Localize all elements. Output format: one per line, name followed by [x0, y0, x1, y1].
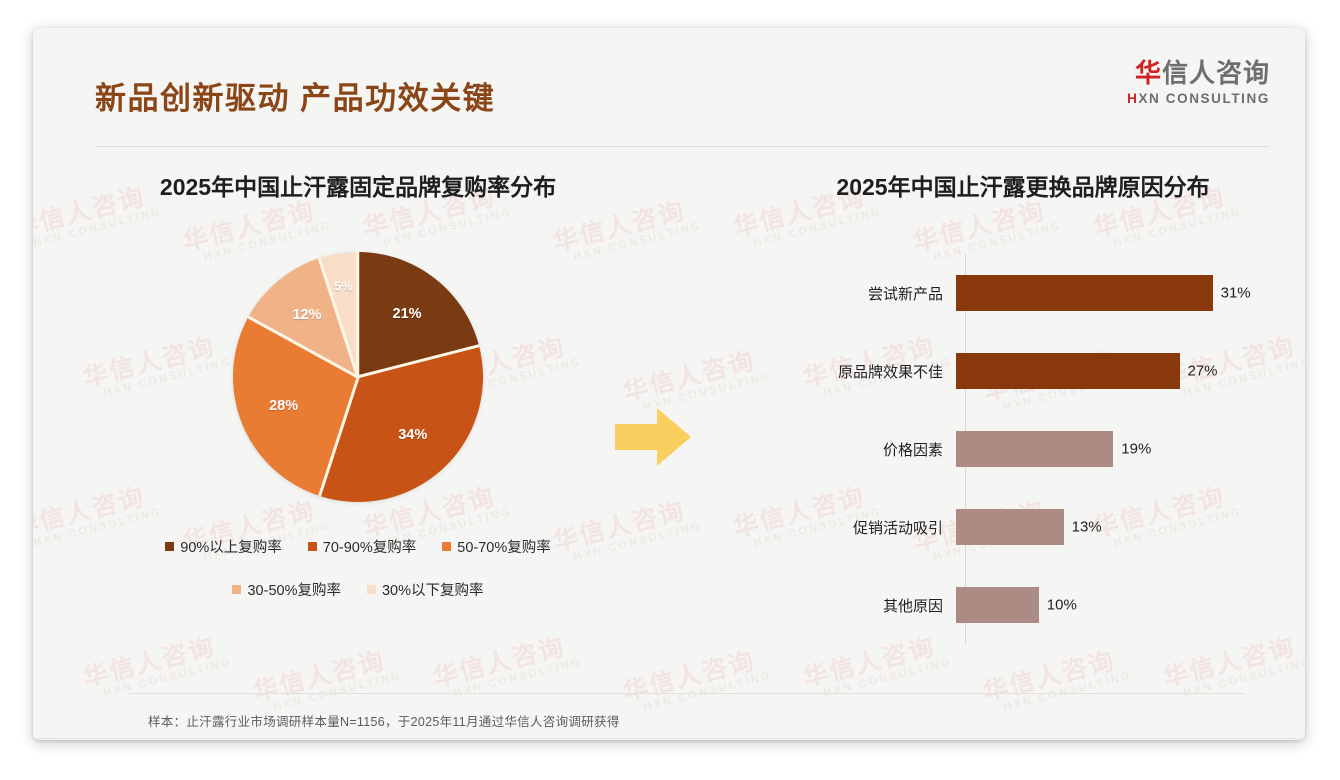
pie-chart-title: 2025年中国止汗露固定品牌复购率分布 — [159, 174, 557, 200]
title-divider — [95, 146, 1270, 147]
pie-slice-label: 28% — [269, 398, 299, 415]
pie-chart: 21% 34% 28% 12% 5% — [233, 252, 483, 502]
bar-track: 19% — [955, 431, 1273, 467]
bar-fill[interactable] — [956, 353, 1180, 389]
logo-english: HXN CONSULTING — [1127, 92, 1270, 106]
pie-legend-item[interactable]: 70-90%复购率 — [307, 536, 417, 557]
bar-category-label: 尝试新产品 — [867, 285, 943, 303]
legend-swatch-icon — [442, 542, 452, 551]
pie-legend-label: 50-70%复购率 — [457, 540, 551, 556]
bar-category-label: 促销活动吸引 — [852, 519, 943, 537]
bar-value-label: 19% — [1121, 440, 1152, 458]
legend-swatch-icon — [366, 585, 376, 594]
footer-divider — [33, 738, 1305, 739]
pie-chart-panel: 2025年中国止汗露固定品牌复购率分布 21% 34% 28% 12% 5% 90%以上… — [93, 168, 623, 668]
bar-track: 13% — [955, 509, 1273, 545]
pie-slice-divider — [318, 376, 360, 497]
sample-note: 样本：止汗露行业市场调研样本量N=1156，于2025年11月通过华信人咨询调研… — [148, 715, 620, 729]
bar-fill[interactable] — [956, 431, 1114, 467]
slide-header: 新品创新驱动 产品功效关键 华信人咨询 HXN CONSULTING — [33, 28, 1305, 123]
pie-legend-item[interactable]: 50-70%复购率 — [442, 536, 551, 557]
bar-fill[interactable] — [956, 509, 1064, 545]
pie-legend: 90%以上复购率 70-90%复购率 50-70%复购率 30-50%复购率 30%以下… — [93, 536, 623, 600]
pie-legend-label: 90%以上复购率 — [180, 540, 282, 556]
bar-row: 促销活动吸引 13% — [773, 509, 1273, 545]
logo-chinese: 华信人咨询 — [1127, 60, 1270, 86]
legend-swatch-icon — [307, 542, 317, 551]
bar-fill[interactable] — [956, 587, 1039, 623]
right-arrow-icon — [615, 406, 691, 468]
legend-swatch-icon — [232, 585, 242, 594]
pie-legend-label: 70-90%复购率 — [322, 540, 417, 556]
bar-chart-panel: 2025年中国止汗露更换品牌原因分布 尝试新产品 31% 原品牌效果不佳 27% 价格因… — [773, 168, 1273, 668]
logo-cn-accent: 华 — [1134, 58, 1162, 88]
pie-legend-item[interactable]: 30-50%复购率 — [232, 579, 341, 600]
bar-value-label: 27% — [1187, 362, 1218, 380]
pie-slice-label: 12% — [292, 307, 322, 324]
pie-slice-label: 34% — [398, 427, 428, 444]
bar-value-label: 13% — [1071, 518, 1102, 536]
bar-chart-title: 2025年中国止汗露更换品牌原因分布 — [836, 174, 1210, 200]
logo-en-rest: XN CONSULTING — [1138, 91, 1270, 106]
bar-track: 27% — [955, 353, 1273, 389]
bar-row: 原品牌效果不佳 27% — [773, 353, 1273, 389]
pie-slice-divider — [357, 344, 480, 379]
pie-slices — [233, 252, 483, 502]
bar-row: 价格因素 19% — [773, 431, 1273, 467]
pie-slice-divider — [356, 252, 360, 377]
company-logo: 华信人咨询 HXN CONSULTING — [1127, 60, 1270, 106]
bar-category-label: 原品牌效果不佳 — [837, 363, 943, 381]
slide-canvas: 华信人咨询 HXN CONSULTING 华信人咨询 HXN CONSULTING 华信… — [33, 28, 1305, 740]
logo-cn-rest: 信人咨询 — [1161, 58, 1270, 88]
pie-slice-label: 5% — [334, 278, 353, 294]
legend-swatch-icon — [165, 542, 175, 551]
note-divider — [128, 693, 1245, 694]
bar-value-label: 10% — [1046, 596, 1077, 614]
bar-value-label: 31% — [1220, 284, 1251, 302]
bar-fill[interactable] — [956, 275, 1213, 311]
bar-category-label: 其他原因 — [882, 597, 943, 615]
pie-legend-item[interactable]: 90%以上复购率 — [165, 536, 282, 557]
page-title: 新品创新驱动 产品功效关键 — [95, 81, 496, 116]
bar-row: 其他原因 10% — [773, 587, 1273, 623]
pie-legend-label: 30%以下复购率 — [381, 583, 484, 599]
logo-en-accent: H — [1127, 91, 1139, 106]
bar-row: 尝试新产品 31% — [773, 275, 1273, 311]
pie-legend-item[interactable]: 30%以下复购率 — [366, 579, 484, 600]
bar-track: 10% — [955, 587, 1273, 623]
pie-legend-label: 30-50%复购率 — [247, 583, 341, 599]
bar-track: 31% — [955, 275, 1273, 311]
pie-slice-label: 21% — [392, 305, 422, 322]
bar-category-label: 价格因素 — [882, 441, 943, 459]
bar-chart: 尝试新产品 31% 原品牌效果不佳 27% 价格因素 19% 促销活动吸引 13% 其他原因 10… — [773, 254, 1273, 644]
